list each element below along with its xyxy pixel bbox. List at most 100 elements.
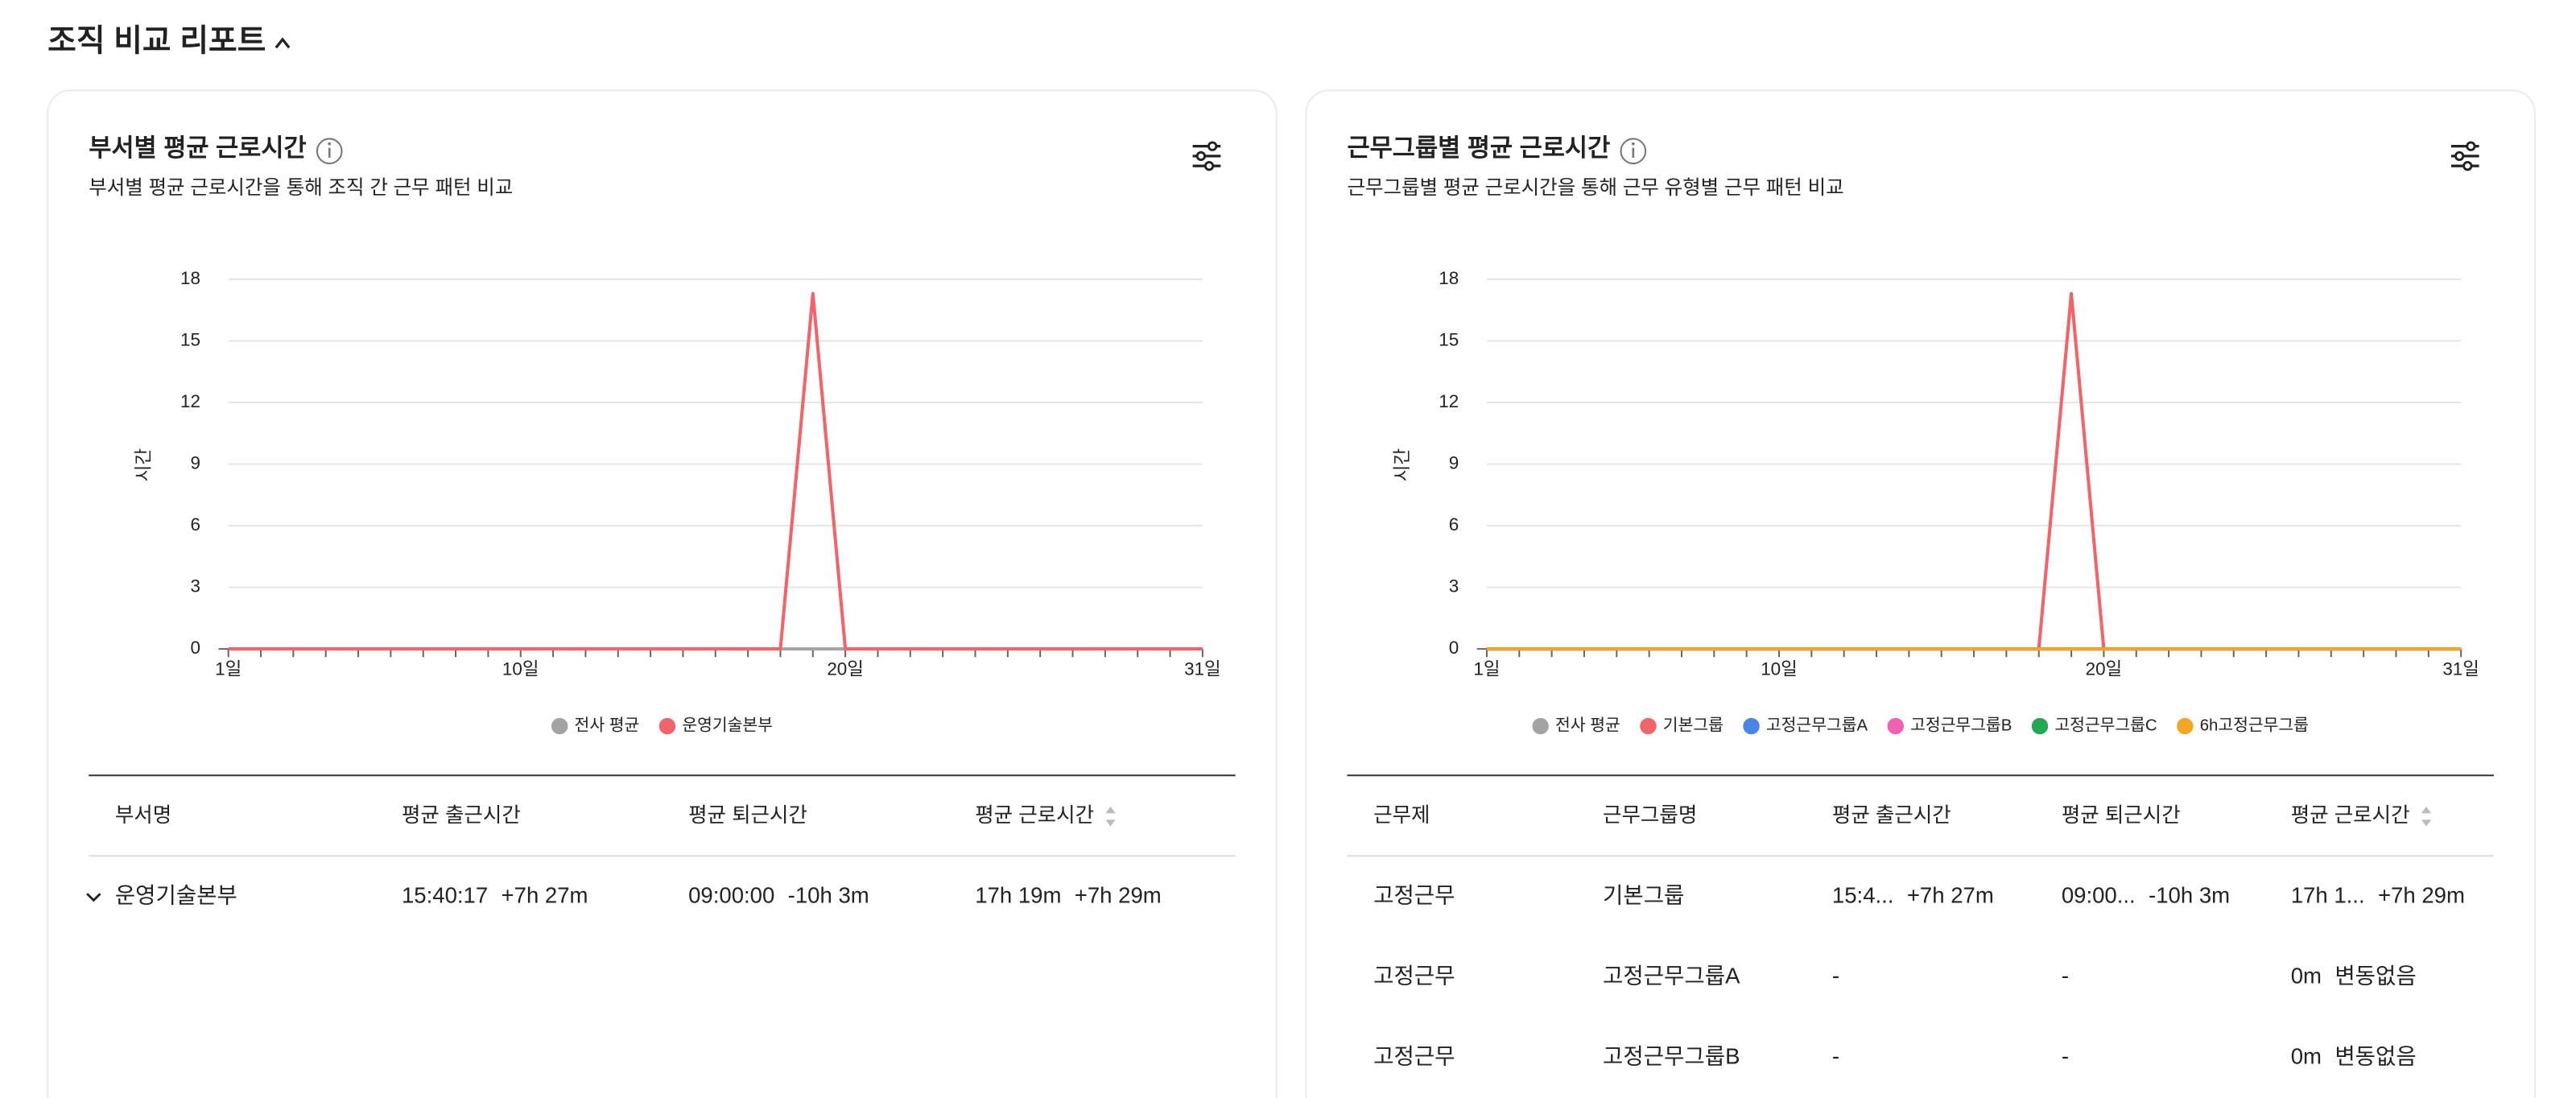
legend: 전사 평균 기본그룹 고정근무그룹A 고정근무그룹B 고정근무그룹C 6h고정근무그룹 (1532, 716, 2309, 735)
table-cell: 15:4... (1832, 883, 1894, 908)
x-tick-label: 31일 (2442, 659, 2479, 679)
table-cell: - (1832, 964, 1839, 989)
y-tick-label: 15 (1439, 329, 1459, 349)
table-cell: 17h 1... (2291, 883, 2365, 908)
table-cell: 고정근무그룹A (1603, 964, 1740, 989)
section-title: 조직 비교 리포트 (47, 23, 266, 58)
legend-label[interactable]: 전사 평균 (1555, 716, 1620, 734)
series-line (228, 291, 1203, 651)
y-axis-label: 시간 (1392, 448, 1412, 481)
y-tick-label: 3 (190, 576, 200, 596)
y-tick-label: 0 (1449, 638, 1459, 658)
filter-button[interactable] (1183, 134, 1228, 177)
legend-swatch[interactable] (1640, 717, 1657, 735)
y-tick-label: 6 (1449, 514, 1459, 535)
table-cell: - (2062, 964, 2069, 989)
table-cell: 고정근무 (1373, 883, 1455, 908)
sort-icon[interactable] (2421, 807, 2432, 827)
card (1305, 89, 2536, 1098)
table-cell: 고정근무 (1373, 1044, 1455, 1069)
table-cell: - (1832, 1044, 1839, 1069)
expand-icon[interactable] (86, 893, 101, 902)
table-cell-diff: -10h 3m (788, 883, 869, 908)
x-tick-label: 10일 (1761, 659, 1798, 679)
legend-label[interactable]: 전사 평균 (575, 716, 640, 734)
y-tick-label: 15 (180, 329, 200, 349)
y-tick-label: 12 (1439, 391, 1459, 411)
x-tick-label: 1일 (1473, 659, 1500, 679)
info-icon-dot (328, 142, 332, 146)
info-icon[interactable] (316, 138, 343, 165)
y-tick-label: 12 (180, 391, 200, 411)
table-cell-diff: +7h 29m (2378, 883, 2465, 908)
table-header: 평균 근로시간 (2291, 804, 2410, 827)
table-cell: 09:00... (2062, 883, 2136, 908)
y-tick-label: 6 (190, 514, 200, 535)
collapse-icon[interactable] (275, 37, 291, 49)
x-tick-label: 20일 (827, 659, 864, 679)
table-cell: - (2062, 1044, 2069, 1069)
legend-swatch[interactable] (658, 717, 676, 735)
legend-label[interactable]: 고정근무그룹B (1910, 716, 2012, 734)
y-tick-label: 18 (180, 268, 200, 288)
card-subtitle: 근무그룹별 평균 근로시간을 통해 근무 유형별 근무 패턴 비교 (1347, 176, 1843, 199)
table-header: 부서명 (115, 804, 171, 827)
table-cell-diff: 변동없음 (2334, 1044, 2416, 1069)
x-tick-label: 31일 (1184, 659, 1221, 679)
y-tick-label: 9 (1449, 452, 1459, 473)
info-icon-dot (1631, 142, 1635, 146)
legend-label[interactable]: 운영기술본부 (682, 716, 773, 734)
legend-label[interactable]: 고정근무그룹A (1766, 716, 1868, 734)
table-cell: 17h 19m (975, 883, 1061, 908)
legend-swatch[interactable] (1743, 717, 1760, 735)
y-tick-label: 18 (1439, 268, 1459, 288)
table-header: 평균 출근시간 (1832, 804, 1951, 827)
y-tick-label: 3 (1449, 576, 1459, 596)
filter-icon-knob (2454, 151, 2465, 162)
legend-swatch[interactable] (2177, 717, 2194, 735)
table-cell-diff: +7h 27m (502, 883, 588, 908)
info-icon[interactable] (1620, 138, 1647, 165)
legend-swatch[interactable] (1887, 717, 1904, 735)
table-cell: 15:40:17 (402, 883, 488, 908)
legend-label[interactable]: 고정근무그룹C (2054, 716, 2157, 734)
legend-swatch[interactable] (2031, 717, 2049, 735)
y-tick-label: 0 (190, 638, 200, 658)
filter-icon-knob (1195, 151, 1206, 162)
legend-swatch[interactable] (1532, 717, 1549, 735)
legend: 전사 평균 운영기술본부 (551, 716, 773, 734)
card-title: 근무그룹별 평균 근로시간 (1347, 134, 1610, 162)
card (47, 89, 1278, 1098)
table-cell-diff: +7h 27m (1907, 883, 1994, 908)
table-cell: 운영기술본부 (115, 883, 237, 908)
card-subtitle: 부서별 평균 근로시간을 통해 조직 간 근무 패턴 비교 (89, 176, 513, 199)
table-header: 평균 퇴근시간 (688, 804, 807, 827)
filter-icon-knob (1208, 141, 1218, 151)
filter-icon-knob (1203, 161, 1215, 171)
table-cell: 09:00:00 (688, 883, 774, 908)
y-tick-label: 9 (190, 452, 200, 473)
table-header: 근무제 (1373, 804, 1430, 827)
filter-icon-knob (2462, 161, 2473, 171)
y-axis-label: 시간 (134, 448, 154, 481)
table-header: 근무그룹명 (1603, 804, 1697, 827)
filter-button[interactable] (2442, 134, 2487, 177)
filter-icon-knob (2466, 141, 2476, 151)
legend-swatch[interactable] (551, 717, 568, 735)
table-header: 평균 근로시간 (975, 804, 1094, 827)
table-header: 평균 퇴근시간 (2062, 804, 2181, 827)
x-tick-label: 10일 (502, 659, 539, 679)
legend-label[interactable]: 기본그룹 (1663, 716, 1724, 734)
table-cell: 고정근무 (1373, 964, 1455, 989)
table-cell: 기본그룹 (1603, 883, 1684, 908)
table-header: 평균 출근시간 (402, 804, 521, 827)
legend-label[interactable]: 6h고정근무그룹 (2200, 716, 2309, 734)
x-tick-label: 20일 (2086, 659, 2123, 679)
table-cell-diff: +7h 29m (1075, 883, 1162, 908)
sort-icon[interactable] (1105, 807, 1116, 827)
table-cell: 0m (2291, 964, 2322, 989)
table-cell-diff: -10h 3m (2149, 883, 2230, 908)
x-tick-label: 1일 (215, 659, 242, 679)
